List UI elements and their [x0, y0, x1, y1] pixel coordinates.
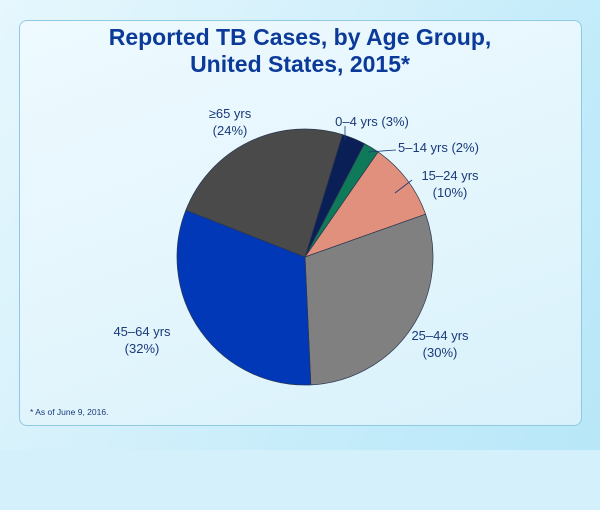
pie-slice	[304, 213, 434, 386]
slice-label: (10%)	[433, 185, 468, 200]
title-line-2: United States, 2015*	[190, 51, 410, 77]
slice-label: (24%)	[213, 123, 248, 138]
chart-title: Reported TB Cases, by Age Group, United …	[0, 24, 600, 78]
slice-label: 0–4 yrs (3%)	[335, 114, 409, 129]
slice-label: (32%)	[125, 341, 160, 356]
slice-label: 15–24 yrs	[421, 168, 479, 183]
footnote: * As of June 9, 2016.	[30, 407, 109, 417]
slice-label: 5–14 yrs (2%)	[398, 140, 479, 155]
bottom-band	[0, 450, 600, 510]
slice-label: 25–44 yrs	[411, 328, 469, 343]
title-line-1: Reported TB Cases, by Age Group,	[108, 24, 492, 50]
pie-slice	[176, 209, 312, 386]
slice-label: ≥65 yrs	[209, 106, 252, 121]
pie-slice	[304, 151, 427, 258]
leader-line	[394, 179, 413, 194]
slice-label: 45–64 yrs	[113, 324, 171, 339]
leader-line	[367, 149, 397, 153]
pie-slice	[185, 128, 343, 258]
slice-label: (30%)	[423, 345, 458, 360]
